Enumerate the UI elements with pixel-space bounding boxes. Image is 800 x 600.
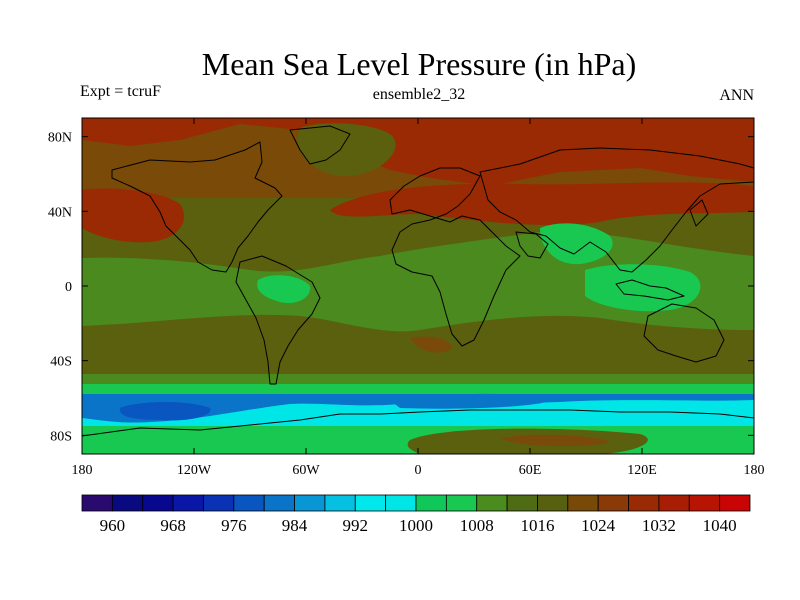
colorbar-swatch bbox=[233, 494, 265, 512]
europe-africa-coast bbox=[389, 167, 521, 347]
ensemble-label: ensemble2_32 bbox=[372, 86, 466, 103]
y-tick-label: 40N bbox=[48, 205, 72, 220]
colorbar-label: 976 bbox=[221, 516, 247, 535]
colorbar-swatch bbox=[628, 494, 660, 512]
colorbar-swatch bbox=[324, 494, 356, 512]
x-tick-label: 120E bbox=[627, 463, 657, 478]
field-so-blue bbox=[82, 394, 754, 423]
field-greenland-low bbox=[297, 123, 396, 177]
field-pacific-high bbox=[82, 188, 185, 243]
field-antarctic-midhigh bbox=[500, 435, 610, 447]
colorbar-swatch bbox=[445, 494, 478, 512]
field-amundsen-low bbox=[119, 402, 211, 421]
y-tick-label: 0 bbox=[65, 280, 72, 295]
colorbar-swatch bbox=[354, 494, 387, 512]
colorbar-label: 1024 bbox=[581, 516, 616, 535]
field-so-light bbox=[82, 384, 754, 396]
colorbar-swatch bbox=[263, 494, 295, 512]
field-india-low bbox=[540, 223, 613, 265]
coastlines bbox=[82, 125, 754, 437]
experiment-label: Expt = tcruF bbox=[80, 83, 162, 100]
australia-coast bbox=[643, 303, 725, 363]
field-atlantic-low bbox=[257, 275, 311, 304]
field-arctic-high bbox=[82, 118, 754, 186]
north-america-coast bbox=[111, 141, 283, 273]
y-tick-label: 40S bbox=[50, 355, 72, 370]
colorbar: 960 968 976 984 992 1000 1008 1016 1024 1032 1040 bbox=[81, 494, 751, 535]
colorbar-swatch bbox=[203, 494, 235, 512]
x-tick-label: 60E bbox=[519, 463, 542, 478]
axis-ticks: 180 120W 60W 0 60E 120E 180 80N 40N 0 40S 80S bbox=[48, 118, 765, 478]
x-tick-label: 180 bbox=[72, 463, 93, 478]
colorbar-label: 1032 bbox=[642, 516, 676, 535]
field-indonesia-low bbox=[585, 264, 701, 312]
colorbar-label: 1040 bbox=[703, 516, 737, 535]
arabia-coast bbox=[515, 231, 549, 259]
colorbar-label: 960 bbox=[100, 516, 126, 535]
field-south-band bbox=[82, 350, 754, 378]
asia-coast bbox=[479, 147, 754, 273]
colorbar-swatch bbox=[537, 494, 569, 512]
colorbar-swatch bbox=[658, 494, 690, 512]
field-south-midhigh bbox=[410, 336, 452, 353]
indonesia-coast bbox=[615, 279, 685, 301]
y-tick-label: 80S bbox=[50, 429, 72, 444]
colorbar-label: 968 bbox=[160, 516, 186, 535]
colorbar-swatch bbox=[172, 494, 204, 512]
colorbar-swatch bbox=[567, 494, 599, 512]
colorbar-swatch bbox=[142, 494, 174, 512]
south-america-coast bbox=[235, 255, 321, 385]
colorbar-label: 1008 bbox=[460, 516, 494, 535]
season-label: ANN bbox=[719, 87, 754, 104]
colorbar-swatch bbox=[415, 494, 447, 512]
colorbar-swatch bbox=[294, 494, 326, 512]
colorbar-swatch bbox=[476, 494, 508, 512]
colorbar-label: 1016 bbox=[520, 516, 554, 535]
colorbar-swatch bbox=[385, 494, 417, 512]
chart-title: Mean Sea Level Pressure (in hPa) bbox=[201, 46, 637, 82]
y-tick-label: 80N bbox=[48, 131, 72, 146]
greenland-coast bbox=[289, 125, 351, 165]
x-tick-label: 60W bbox=[292, 463, 320, 478]
colorbar-swatch bbox=[111, 494, 144, 512]
colorbar-swatch bbox=[506, 494, 538, 512]
field-azores-high bbox=[330, 182, 754, 225]
japan-coast bbox=[689, 199, 709, 227]
x-tick-label: 180 bbox=[744, 463, 765, 478]
x-tick-label: 120W bbox=[177, 463, 212, 478]
x-tick-label: 0 bbox=[415, 463, 422, 478]
colorbar-label: 992 bbox=[343, 516, 369, 535]
colorbar-swatch bbox=[597, 494, 629, 512]
antarctica-coast bbox=[82, 409, 754, 437]
field-weddell-low bbox=[392, 393, 560, 409]
colorbar-swatch bbox=[719, 494, 751, 512]
colorbar-label: 984 bbox=[282, 516, 308, 535]
colorbar-swatch bbox=[688, 494, 721, 512]
colorbar-label: 1000 bbox=[399, 516, 433, 535]
colorbar-swatch bbox=[81, 494, 113, 512]
contour-field bbox=[82, 118, 754, 454]
